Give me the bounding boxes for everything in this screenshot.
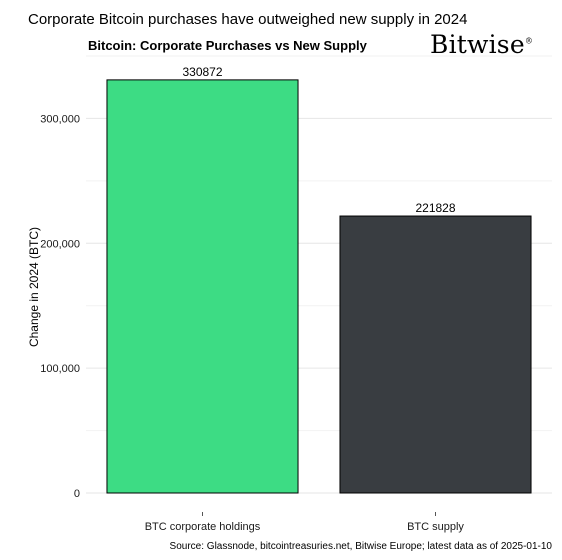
bar-1 <box>106 79 299 494</box>
y-tick-label: 200,000 <box>40 238 80 250</box>
x-axis-ticks: BTC corporate holdings BTC supply <box>145 512 464 533</box>
y-tick-label: 100,000 <box>40 363 80 375</box>
chart-title: Bitcoin: Corporate Purchases vs New Supp… <box>88 38 367 53</box>
y-axis-title: Change in 2024 (BTC) <box>27 227 41 347</box>
bars <box>106 79 532 494</box>
data-label: 221828 <box>415 201 455 215</box>
bar-2 <box>339 215 532 494</box>
y-tick-label: 0 <box>74 488 80 500</box>
x-tick-label: BTC supply <box>407 521 464 533</box>
logo-text: Bitwise <box>430 30 525 59</box>
y-tick-label: 300,000 <box>40 113 80 125</box>
source-note: Source: Glassnode, bitcointreasuries.net… <box>169 541 552 552</box>
bitwise-logo: Bitwise® <box>430 30 533 59</box>
registered-mark: ® <box>524 36 534 46</box>
data-label: 330872 <box>182 65 222 79</box>
headline: Corporate Bitcoin purchases have outweig… <box>28 11 468 28</box>
x-tick-label: BTC corporate holdings <box>145 521 261 533</box>
y-axis-ticks: 0 100,000 200,000 300,000 <box>40 113 80 500</box>
value-labels: 330872 221828 <box>182 65 455 215</box>
